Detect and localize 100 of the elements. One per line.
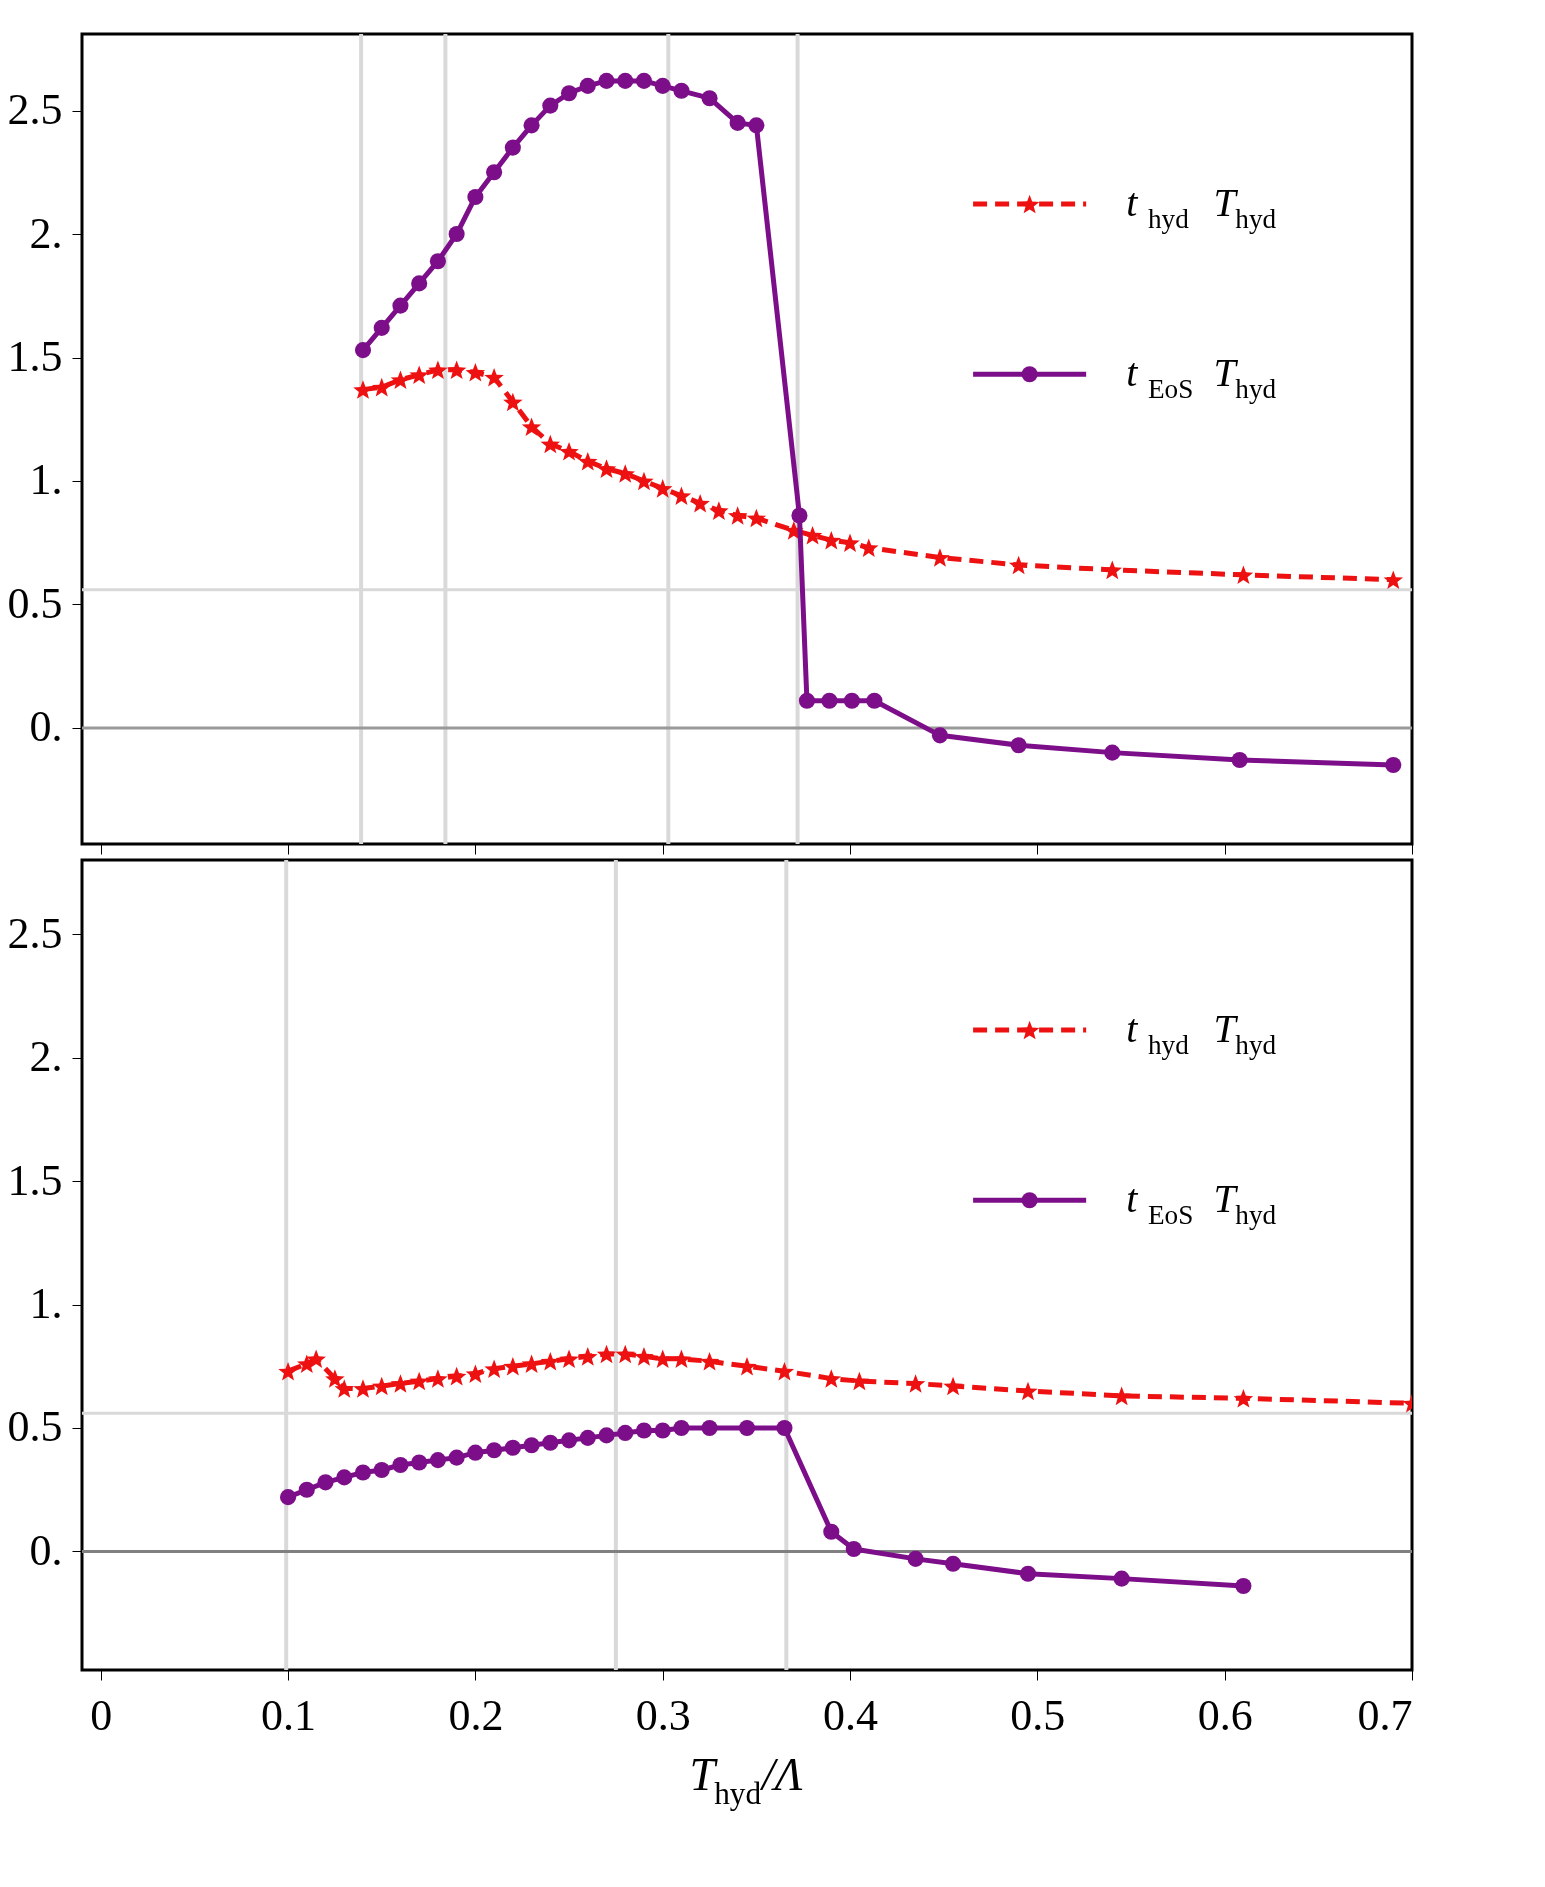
x-tick-label: 0.1: [261, 1690, 317, 1740]
x-tick-label: 0.4: [823, 1690, 879, 1740]
point: [392, 1456, 409, 1474]
point: [1010, 737, 1027, 754]
point: [467, 188, 484, 206]
y-tick-label: 2.5: [7, 908, 63, 958]
point: [325, 1369, 345, 1388]
point: [843, 692, 860, 709]
point: [701, 90, 718, 107]
point: [845, 1540, 862, 1558]
point: [615, 1344, 635, 1364]
point: [559, 442, 579, 461]
point: [523, 117, 540, 134]
point: [931, 727, 949, 744]
point: [392, 297, 409, 314]
y-tick-label: 2.5: [7, 85, 63, 135]
point: [484, 367, 504, 387]
point: [1385, 756, 1402, 774]
point: [523, 1437, 540, 1454]
point: [1383, 570, 1404, 590]
x-tick-label: 0.3: [635, 1690, 691, 1740]
point: [944, 1555, 962, 1572]
point: [1231, 751, 1248, 769]
point: [690, 493, 710, 513]
point: [699, 1352, 720, 1371]
point: [542, 1434, 559, 1451]
point: [654, 77, 671, 94]
point: [486, 1442, 503, 1459]
point: [821, 692, 838, 709]
y-tick-label: 2.: [29, 1032, 63, 1082]
point: [729, 114, 746, 131]
point: [298, 1481, 315, 1498]
point: [354, 342, 372, 359]
point: [579, 1429, 596, 1446]
point: [521, 417, 542, 436]
y-tick-label: 2.: [29, 208, 63, 258]
point: [1233, 1389, 1254, 1408]
point: [428, 1369, 448, 1388]
point: [336, 1469, 353, 1486]
point: [465, 1364, 486, 1383]
point: [943, 1376, 963, 1396]
y-tick-label: 0.5: [7, 578, 63, 628]
point: [709, 501, 729, 520]
point: [596, 459, 617, 478]
point: [448, 1449, 465, 1466]
point: [701, 1419, 718, 1437]
point: [1113, 1570, 1130, 1587]
point: [279, 1489, 297, 1506]
point: [727, 506, 748, 525]
point: [484, 1359, 504, 1378]
point: [486, 164, 503, 181]
point: [411, 275, 428, 292]
point: [373, 1461, 390, 1479]
point: [634, 471, 654, 491]
point: [671, 486, 692, 506]
point: [578, 451, 598, 471]
point: [774, 1361, 795, 1381]
point: [373, 319, 390, 336]
point: [776, 1419, 793, 1437]
point: [560, 1432, 578, 1449]
point: [905, 1374, 926, 1393]
point: [579, 77, 596, 94]
point: [598, 1427, 615, 1444]
point: [617, 72, 634, 89]
x-tick-label: 0.2: [448, 1690, 504, 1740]
point: [411, 1454, 428, 1471]
point: [596, 1344, 617, 1364]
point: [823, 1523, 840, 1540]
point: [409, 1371, 429, 1391]
y-tick-label: 0.: [29, 702, 63, 752]
point: [652, 479, 673, 498]
point: [465, 363, 486, 382]
point: [504, 139, 521, 156]
point: [371, 377, 392, 397]
point: [448, 225, 465, 243]
point: [446, 360, 467, 380]
point: [542, 97, 559, 114]
point: [306, 1349, 326, 1369]
point: [798, 692, 816, 709]
point: [429, 253, 446, 270]
point: [540, 434, 561, 454]
point: [1104, 744, 1121, 761]
point: [1233, 565, 1254, 585]
y-tick-label: 1.: [29, 455, 63, 505]
point: [673, 82, 690, 99]
point: [673, 1419, 690, 1437]
point: [1008, 555, 1029, 575]
point: [634, 1347, 654, 1366]
point: [409, 365, 429, 385]
point: [1235, 1577, 1252, 1595]
point: [428, 360, 448, 380]
point: [504, 1439, 521, 1456]
point: [317, 1474, 334, 1491]
point: [503, 392, 523, 412]
point: [615, 464, 635, 483]
point: [467, 1444, 484, 1461]
point: [671, 1349, 692, 1369]
point: [578, 1347, 598, 1366]
point: [866, 692, 883, 709]
point: [278, 1361, 298, 1381]
